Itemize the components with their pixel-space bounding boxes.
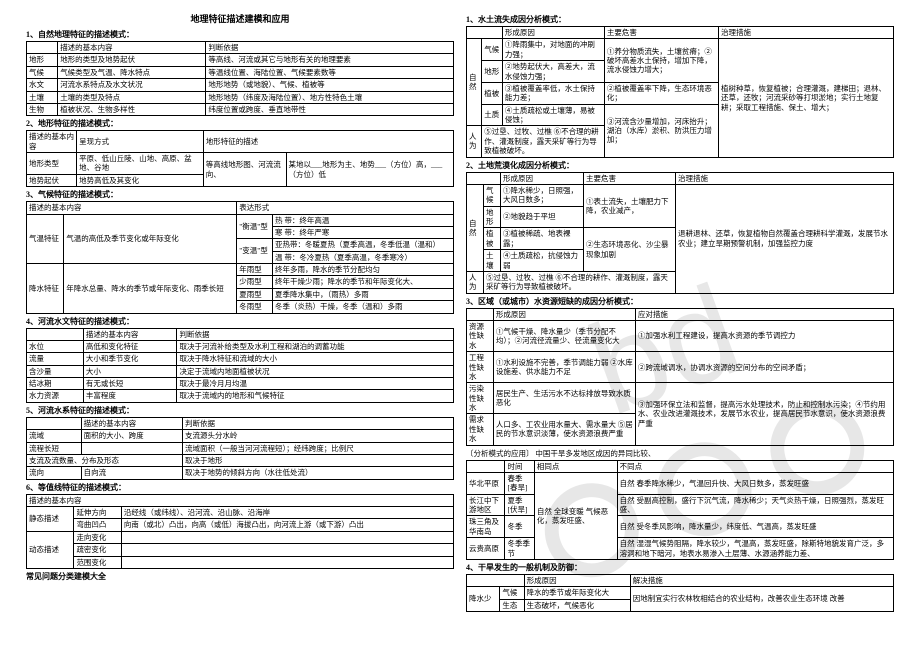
table-sec4: 描述的基本内容判断依据 水位高低和变化特征取决于河流补给类型及水利工程和湖泊的调… xyxy=(26,328,454,403)
table-sec3: 描述的基本内容表达形式 气温特征气温的高低及季节变化或年际变化"衡温"型热 带：… xyxy=(26,201,454,313)
sec1-h: 1、自然地理特征的描述模式： xyxy=(26,29,454,40)
sec4-h: 4、河流水文特征的描述模式： xyxy=(26,316,454,327)
rsec4-h: 4、干旱发生的一般机制及防御： xyxy=(466,562,894,573)
rsec3-note: 〔分析模式的应用〕 中国干旱多发地区成因的异同比较、 xyxy=(466,448,894,459)
right-column: 1、水土流失成因分析模式： 形成原因主要危害治理措施 自然气候①降雨集中，对地面… xyxy=(460,12,900,614)
rsec1-h: 1、水土流失成因分析模式： xyxy=(466,14,894,25)
table-sec6: 描述的基本内容 静态描述延伸方向沿经线（或纬线）、沿河流、沿山脉、沿海岸 弯曲凹… xyxy=(26,494,454,569)
table-rsec1: 形成原因主要危害治理措施 自然气候①降雨集中，对地面的冲刷力强；①养分物质流失，… xyxy=(466,26,894,158)
sec2-h: 2、地形特征的描述模式： xyxy=(26,118,454,129)
page-title: 地理特征描述建模和应用 xyxy=(26,12,454,25)
sec5-h: 5、河流水系特征的描述模式： xyxy=(26,405,454,416)
left-column: 地理特征描述建模和应用 1、自然地理特征的描述模式： 描述的基本内容判断依据 地… xyxy=(20,12,460,614)
rsec2-h: 2、土地荒漠化成因分析模式： xyxy=(466,160,894,171)
table-sec2: 描述的基本内容呈现方式地形特征的描述 地形类型平原、低山丘陵、山地、高原、盆地、… xyxy=(26,130,454,187)
rsec3-h: 3、区域（或城市）水资源短缺的成因分析模式： xyxy=(466,296,894,307)
table-rsec3-comp: 时间相同点不同点 华北平原春季[春旱]自然 全球变暖 气候恶化，蒸发旺盛、自然 … xyxy=(466,460,894,560)
table-rsec3: 形成原因应对措施 资源性缺水①气候干燥、降水量少（季节分配不均）；②河流径流量少… xyxy=(466,308,894,446)
sec6-h: 6、等值线特征的描述模式： xyxy=(26,482,454,493)
footer: 常见问题分类建模大全 xyxy=(26,571,454,582)
table-sec5: 描述的基本内容判断依据 流域面积的大小、跨度支流源头分水岭 流程长短流域面积（一… xyxy=(26,417,454,480)
table-rsec2: 形成原因主要危害治理措施 自然气候①降水稀少，日照强，大风日数多；①表土流失，土… xyxy=(466,172,894,294)
table-rsec4: 形成原因解决措施 降水少气候降水的季节或年际变化大因地制宜实行农林牧相结合的农业… xyxy=(466,574,894,612)
table-sec1: 描述的基本内容判断依据 地形地形的类型及地势起伏等高线、河流或其它与地形有关的地… xyxy=(26,41,454,116)
sec3-h: 3、气候特征的描述模式： xyxy=(26,189,454,200)
